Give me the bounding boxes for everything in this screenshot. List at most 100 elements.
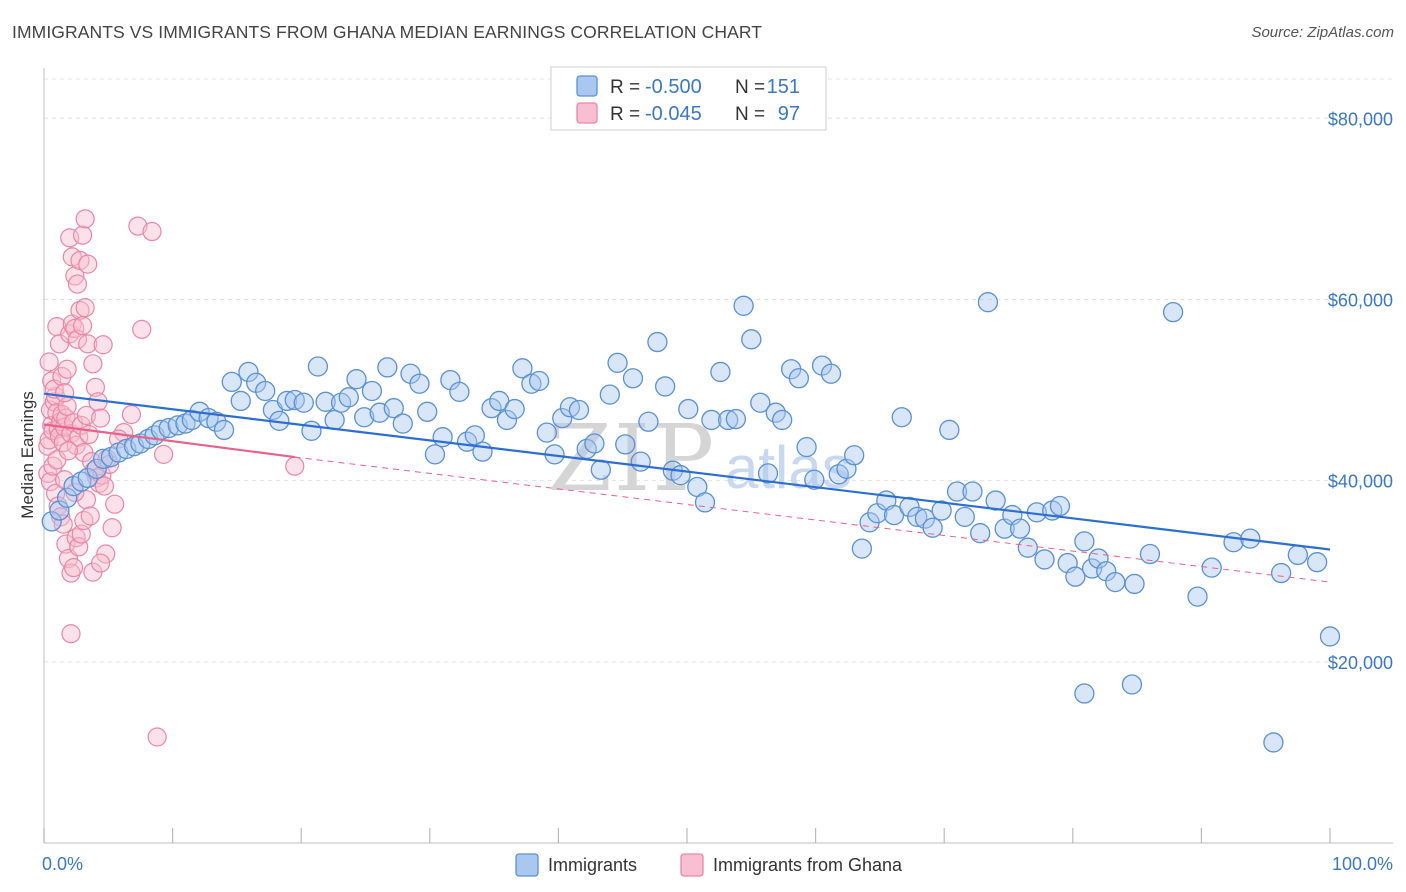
ghana-point-51: [67, 274, 88, 294]
x-tick-label-1: 100.0%: [1332, 854, 1393, 874]
immigrants-point-34: [301, 420, 322, 441]
ghana-point-81: [142, 221, 162, 242]
immigrants-point-35: [307, 356, 329, 377]
immigrants-point-132: [1074, 531, 1095, 552]
immigrants-point-115: [939, 419, 960, 441]
immigrants-point-6: [86, 458, 107, 480]
ghana-point-53: [72, 225, 93, 245]
immigrants-point-129: [1049, 495, 1071, 517]
immigrants-point-64: [536, 422, 557, 443]
immigrants-point-72: [599, 384, 620, 405]
legend-r-value-1: -0.500: [645, 76, 702, 98]
legend-n-value-2: 97: [778, 103, 800, 125]
immigrants-point-2: [56, 487, 78, 509]
immigrants-point-125: [1017, 537, 1038, 558]
ghana-trend-line-solid: [43, 423, 295, 459]
immigrants-point-87: [718, 409, 739, 431]
immigrants-point-118: [962, 481, 983, 502]
immigrants-point-28: [255, 380, 276, 402]
immigrants-point-44: [377, 357, 398, 378]
immigrants-point-22: [206, 411, 227, 432]
ghana-point-46: [75, 298, 95, 318]
ghana-point-80: [128, 216, 148, 236]
immigrants-point-23: [213, 419, 235, 441]
immigrants-point-117: [954, 506, 975, 528]
ghana-point-36: [69, 537, 89, 557]
bottom-legend-swatch-ghana: [680, 853, 704, 877]
immigrants-point-49: [417, 401, 438, 422]
legend-bottom: Immigrants Immigrants from Ghana: [515, 853, 903, 877]
legend-r-value-2: -0.045: [645, 103, 702, 125]
immigrants-point-71: [590, 459, 611, 480]
legend-r-label-2: R =: [610, 104, 640, 125]
ghana-point-75: [90, 408, 111, 428]
immigrants-point-113: [922, 517, 943, 538]
ghana-point-62: [76, 405, 97, 426]
immigrants-point-100: [820, 363, 842, 384]
immigrants-point-48: [409, 373, 430, 394]
ghana-point-84: [147, 727, 167, 747]
chart-title: IMMIGRANTS VS IMMIGRANTS FROM GHANA MEDI…: [12, 22, 763, 42]
legend-n-value-1: 151: [767, 76, 800, 98]
ghana-point-20: [49, 334, 70, 354]
immigrants-point-114: [931, 500, 952, 521]
immigrants-point-7: [93, 448, 114, 470]
immigrants-trend-line: [43, 392, 1331, 551]
ghana-point-25: [40, 471, 61, 492]
immigrants-point-92: [757, 463, 779, 484]
immigrants-point-40: [346, 369, 367, 390]
immigrants-point-26: [238, 361, 259, 383]
y-tick-labels: $20,000 $40,000 $60,000 $80,000: [1328, 109, 1393, 673]
immigrants-point-139: [1121, 674, 1143, 695]
immigrants-point-37: [324, 409, 345, 431]
immigrants-point-86: [710, 361, 731, 383]
ghana-point-76: [93, 335, 113, 355]
immigrants-point-45: [383, 398, 404, 419]
immigrants-point-25: [230, 390, 251, 412]
immigrants-point-41: [354, 407, 375, 428]
ghana-point-92: [90, 553, 111, 573]
immigrants-point-57: [481, 398, 502, 419]
immigrants-point-94: [772, 409, 793, 431]
ghana-point-54: [75, 209, 95, 229]
immigrants-point-29: [262, 399, 284, 421]
immigrants-point-31: [276, 390, 298, 412]
immigrants-point-18: [175, 413, 196, 434]
immigrants-point-150: [1139, 543, 1161, 565]
immigrants-point-39: [338, 387, 359, 408]
source-attribution[interactable]: Source: ZipAtlas.com: [1251, 24, 1394, 41]
ghana-point-73: [85, 377, 106, 397]
immigrants-point-120: [977, 292, 999, 313]
y-tick-label-0: $20,000: [1328, 653, 1393, 673]
ghana-point-47: [78, 334, 98, 354]
immigrants-point-89: [733, 295, 754, 316]
immigrants-point-143: [1319, 626, 1341, 647]
ghana-point-44: [70, 300, 90, 320]
immigrants-point-61: [512, 358, 533, 379]
x-tick-label-0: 0.0%: [42, 854, 83, 874]
immigrants-point-50: [424, 444, 446, 465]
immigrants-point-138: [1074, 683, 1095, 704]
immigrants-point-77: [638, 411, 659, 432]
immigrants-point-66: [552, 407, 573, 429]
immigrants-point-0: [41, 511, 62, 532]
immigrants-point-88: [725, 408, 747, 430]
ghana-point-96: [58, 441, 79, 461]
immigrants-point-91: [750, 392, 771, 413]
legend-n-label-2: N =: [735, 104, 765, 125]
ghana-point-69: [94, 476, 115, 496]
ghana-point-77: [105, 494, 125, 514]
immigrants-point-81: [670, 465, 691, 486]
immigrants-point-79: [654, 376, 676, 397]
immigrants-point-97: [796, 436, 817, 458]
immigrants-point-62: [521, 373, 542, 394]
immigrants-point-4: [71, 471, 92, 492]
ghana-point-91: [80, 506, 100, 526]
immigrants-point-140: [1162, 302, 1184, 323]
legend-swatch-ghana: [576, 102, 598, 124]
immigrants-point-74: [615, 434, 636, 455]
immigrants-point-109: [891, 407, 912, 428]
series-immigrants-points: [41, 292, 1341, 753]
immigrants-point-124: [1009, 518, 1031, 539]
ghana-point-16: [39, 352, 59, 372]
